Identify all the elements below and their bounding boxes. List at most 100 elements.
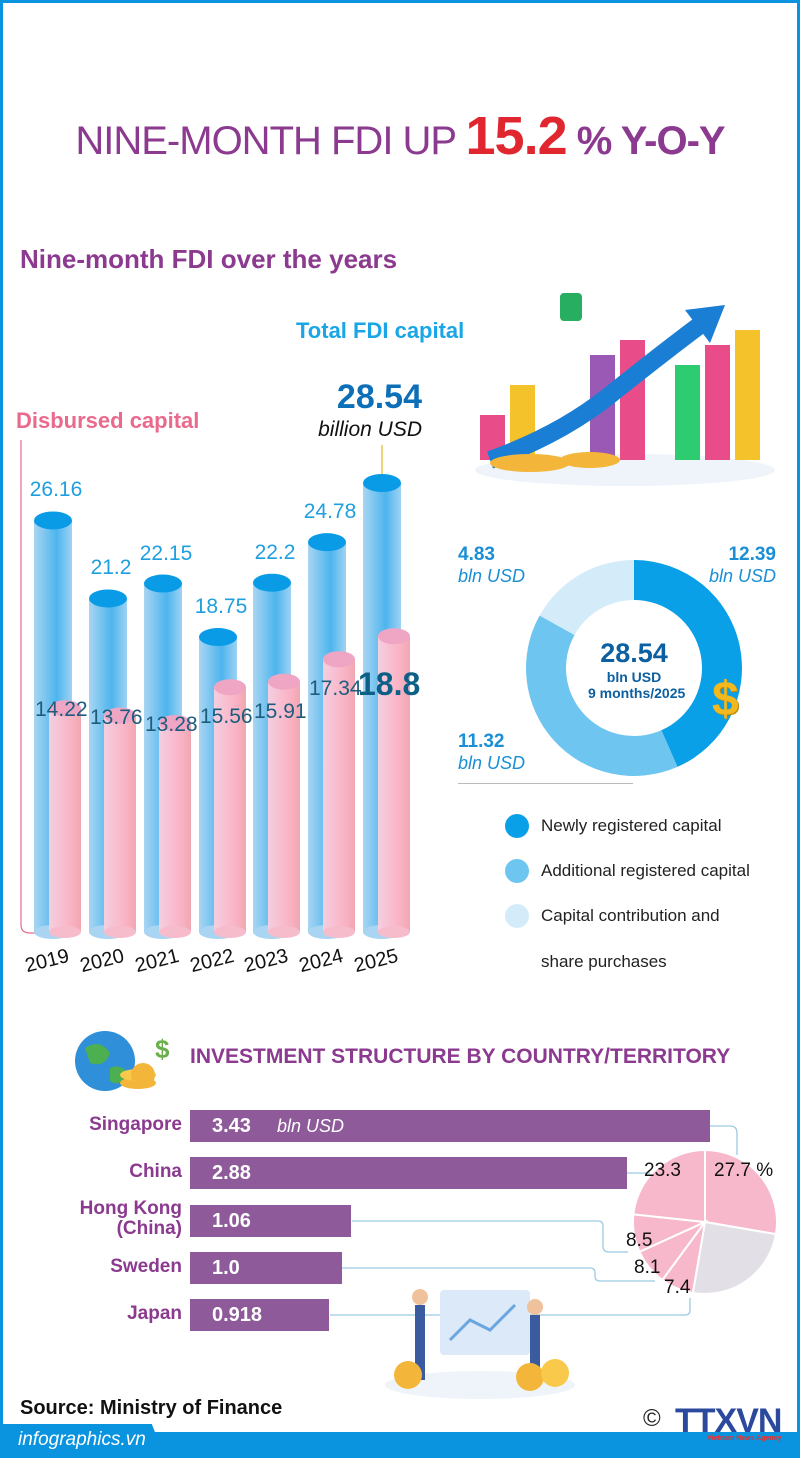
disbursed-value-label: 15.56: [200, 705, 253, 729]
disbursed-bar-top: [323, 651, 355, 668]
pie-slice-Singapore: [704, 1148, 778, 1236]
total-bar-top: [308, 533, 346, 552]
legend-label: Additional registered capital: [541, 861, 750, 880]
copyright-symbol: ©: [643, 1405, 661, 1432]
slice-value: 12.39: [728, 544, 776, 565]
country-label-line: Japan: [127, 1303, 182, 1324]
disbursed-bar-base: [104, 926, 136, 938]
disbursed-bar-base: [323, 926, 355, 938]
logo-text: TTXVN: [675, 1402, 782, 1440]
title-prefix: NINE-MONTH FDI UP: [75, 119, 456, 163]
title-suffix: % Y-O-Y: [576, 119, 726, 163]
legend-label-line2: share purchases: [541, 952, 667, 971]
total-value-label: 18.75: [194, 595, 248, 619]
ttxvn-logo: TTXVN Vietnam News Agency: [675, 1402, 782, 1442]
source-note: Source: Ministry of Finance: [20, 1397, 283, 1419]
total-value-label: 22.2: [254, 540, 296, 564]
slice-unit: bln USD: [458, 566, 526, 586]
site-link[interactable]: infographics.vn: [18, 1429, 146, 1450]
slice-value: 11.32: [458, 731, 505, 752]
total-value-label: 24.78: [303, 500, 357, 524]
country-bar: 1.0: [190, 1252, 342, 1284]
country-label-line: Sweden: [110, 1256, 182, 1277]
country-label: Singapore: [10, 1115, 182, 1135]
disbursed-bar-2021: [159, 723, 191, 932]
total-bar-top: [89, 589, 127, 608]
page-title: NINE-MONTH FDI UP 15.2 % Y-O-Y: [0, 105, 800, 167]
country-bar-value: 2.88: [212, 1161, 251, 1184]
donut-center-unit: bln USD: [606, 669, 662, 685]
total-value-label: 26.16: [29, 478, 83, 502]
country-label: Sweden: [10, 1257, 182, 1277]
disbursed-bar-2020: [104, 715, 136, 932]
capital-donut-chart: [526, 560, 742, 776]
legend-dot: [505, 814, 529, 838]
country-bar-value: 0.918: [212, 1303, 263, 1326]
country-bar-value: 1.06: [212, 1209, 251, 1232]
country-label-line: Singapore: [89, 1114, 182, 1135]
disbursed-bar-base: [268, 926, 300, 938]
pie-slice-China: [632, 1148, 706, 1224]
donut-center-value: 28.54: [600, 638, 668, 668]
total-bar-top: [199, 628, 237, 647]
legend-additional: Additional registered capital: [505, 859, 750, 883]
total-value-label: 21.2: [90, 556, 132, 580]
legend-contribution: Capital contribution and: [505, 904, 720, 928]
disbursed-bar-2025: [378, 636, 410, 932]
title-growth-value: 15.2: [465, 106, 568, 166]
connector-line: [710, 1125, 738, 1155]
disbursed-bar-top: [159, 715, 191, 732]
country-bar-value: 1.0: [212, 1256, 240, 1279]
donut-slice-2: [539, 560, 634, 635]
donut-label-additional: 11.32 bln USD: [458, 731, 525, 774]
country-section-title: INVESTMENT STRUCTURE BY COUNTRY/TERRITOR…: [190, 1045, 731, 1068]
globe-money-icon: $: [75, 1031, 170, 1091]
country-label: Japan: [10, 1304, 182, 1324]
country-bar: 1.06: [190, 1205, 351, 1237]
footer-tab: [0, 1424, 165, 1458]
dollar-icon: $: [712, 673, 739, 726]
total-bar-top: [253, 573, 291, 592]
disbursed-value-label: 13.28: [145, 713, 198, 737]
country-label-line: Hong Kong: [79, 1198, 182, 1219]
slice-value: 4.83: [458, 544, 495, 565]
pie-share-label: 23.3: [644, 1160, 681, 1181]
legend-dot: [505, 859, 529, 883]
disbursed-bar-base: [49, 926, 81, 938]
donut-center: 28.54 bln USD 9 months/2025: [588, 638, 685, 701]
legend-disbursed: Disbursed capital: [16, 408, 200, 433]
disbursed-bar-top: [49, 700, 81, 717]
country-label-line: China: [129, 1161, 182, 1182]
connector-line: [330, 1298, 691, 1316]
legend-label: Capital contribution and: [541, 906, 720, 925]
disbursed-bar-2024: [323, 659, 355, 932]
donut-slice-0: [634, 560, 742, 767]
disbursed-2025-highlight: 18.8: [358, 666, 421, 702]
disbursed-bar-base: [159, 926, 191, 938]
total-value-label: 22.15: [139, 541, 193, 565]
investors-illustration: [385, 1289, 575, 1399]
disbursed-value-label: 14.22: [35, 698, 88, 722]
growth-illustration: [475, 293, 775, 486]
disbursed-bar-top: [378, 628, 410, 645]
total-bar-top: [144, 574, 182, 593]
country-label-line: (China): [116, 1218, 182, 1239]
disbursed-bar-2019: [49, 708, 81, 932]
total-2025-unit: billion USD: [318, 418, 422, 441]
disbursed-value-label: 17.34: [309, 677, 362, 701]
donut-slice-1: [526, 615, 678, 776]
disbursed-bar-base: [214, 926, 246, 938]
pie-share-label: 27.7 %: [714, 1160, 774, 1181]
country-bar: 3.43 bln USD: [190, 1110, 710, 1142]
disbursed-bar-top: [214, 679, 246, 696]
legend-new: Newly registered capital: [505, 814, 721, 838]
pie-share-label: 8.5: [626, 1230, 653, 1251]
country-bar-value: 3.43: [212, 1114, 251, 1137]
pie-share-label: 7.4: [664, 1277, 691, 1298]
legend-dot: [505, 904, 529, 928]
donut-center-period: 9 months/2025: [588, 685, 686, 701]
total-bar-top: [34, 511, 72, 530]
disbursed-bar-2023: [268, 681, 300, 932]
donut-label-contribution: 4.83 bln USD: [458, 544, 525, 587]
